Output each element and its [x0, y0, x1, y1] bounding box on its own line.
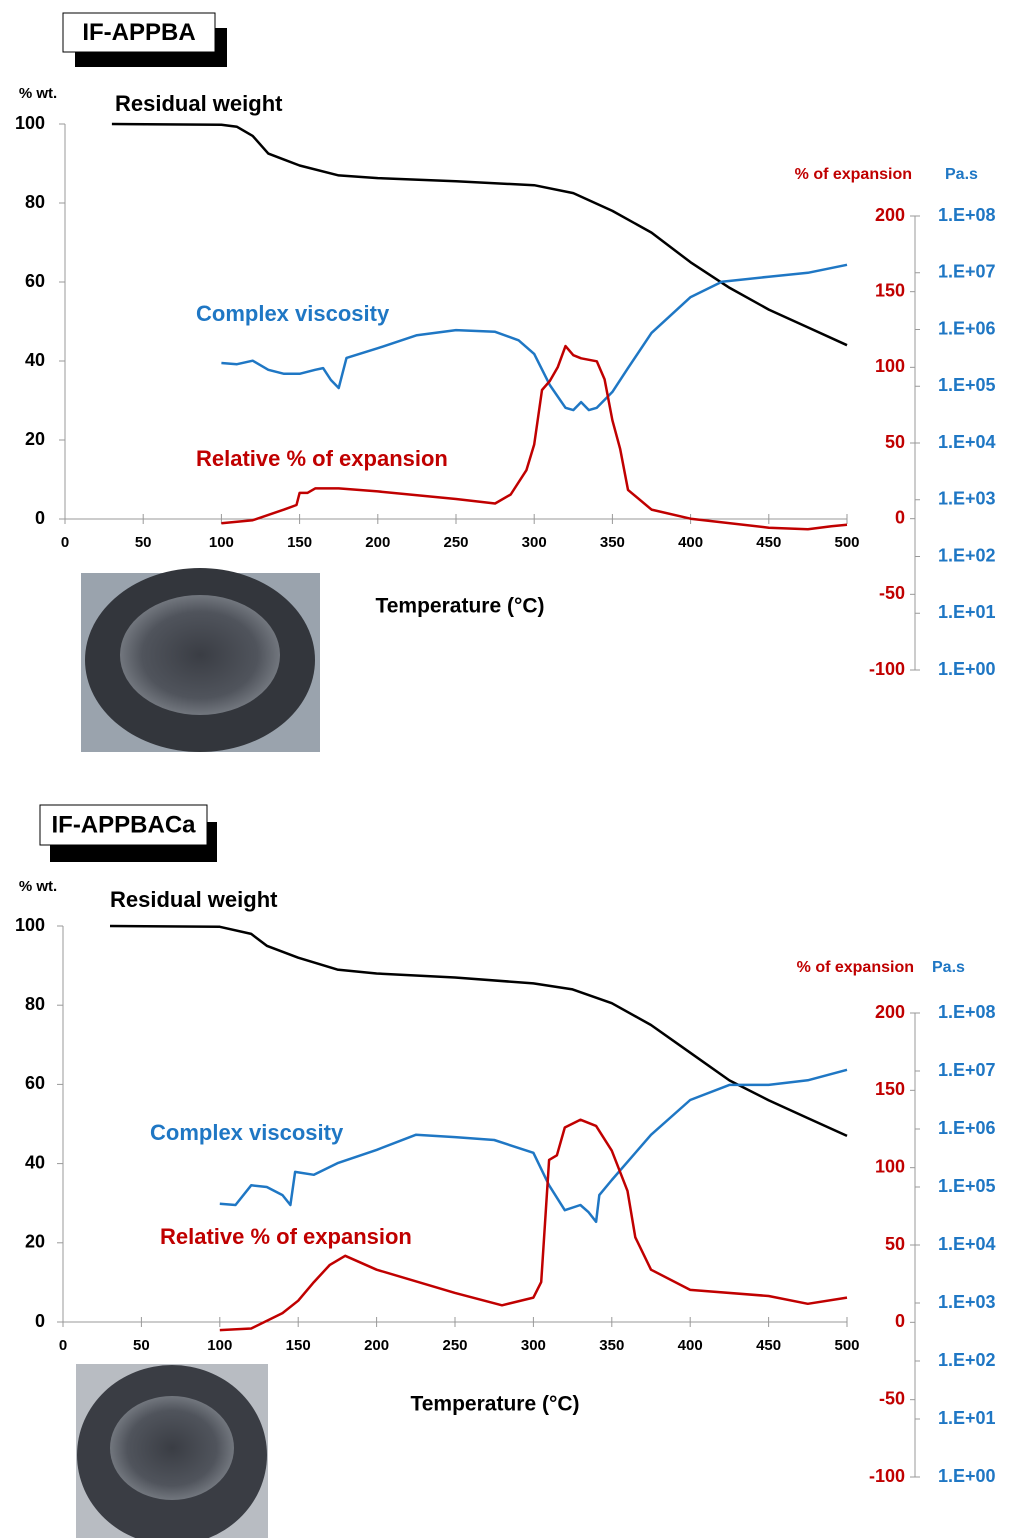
y3-tick-label: 1.E+00: [938, 1466, 996, 1486]
y2-tick-label: -100: [869, 659, 905, 679]
y2-tick-label: 150: [875, 1079, 905, 1099]
y2-tick-label: 150: [875, 280, 905, 300]
y2-tick-label: -50: [879, 583, 905, 603]
y3-tick-label: 1.E+01: [938, 602, 996, 622]
x-axis-label: Temperature (°C): [375, 595, 544, 618]
x-tick-label: 350: [600, 534, 625, 551]
x-tick-label: 150: [286, 1337, 311, 1354]
y2-axis-label: % of expansion: [795, 166, 912, 183]
series-label: Complex viscosity: [150, 1120, 344, 1145]
x-tick-label: 200: [364, 1337, 389, 1354]
y-axis-label: % wt.: [19, 878, 57, 895]
x-tick-label: 300: [521, 1337, 546, 1354]
y3-tick-label: 1.E+03: [938, 489, 996, 509]
x-tick-label: 450: [756, 534, 781, 551]
y-tick-label: 40: [25, 1152, 45, 1172]
y2-tick-label: 200: [875, 1002, 905, 1022]
y3-tick-label: 1.E+06: [938, 318, 996, 338]
x-tick-label: 500: [834, 1337, 859, 1354]
x-tick-label: 400: [678, 534, 703, 551]
x-tick-label: 500: [834, 534, 859, 551]
y2-tick-label: 200: [875, 205, 905, 225]
y3-tick-label: 1.E+01: [938, 1408, 996, 1428]
x-tick-label: 50: [135, 534, 152, 551]
y2-tick-label: -50: [879, 1388, 905, 1408]
series-line: [221, 263, 848, 412]
photo: [81, 568, 320, 752]
y3-tick-label: 1.E+03: [938, 1292, 996, 1312]
series-line: [109, 924, 848, 1138]
y2-tick-label: 0: [895, 1311, 905, 1331]
x-tick-label: 400: [678, 1337, 703, 1354]
y3-tick-label: 1.E+04: [938, 432, 996, 452]
x-tick-label: 50: [133, 1337, 150, 1354]
y2-tick-label: 50: [885, 1234, 905, 1254]
y-tick-label: 60: [25, 1073, 45, 1093]
y-tick-label: 20: [25, 1232, 45, 1252]
x-tick-label: 100: [209, 534, 234, 551]
y3-tick-label: 1.E+07: [938, 262, 996, 282]
y-tick-label: 40: [25, 350, 45, 370]
y3-tick-label: 1.E+05: [938, 1176, 996, 1196]
y-tick-label: 80: [25, 994, 45, 1014]
x-tick-label: 100: [207, 1337, 232, 1354]
title-box: [39, 804, 208, 846]
x-tick-label: 0: [61, 534, 69, 551]
x-tick-label: 250: [442, 1337, 467, 1354]
series-label: Relative % of expansion: [160, 1224, 412, 1249]
series-line: [219, 1068, 848, 1224]
series-line: [111, 122, 848, 347]
x-tick-label: 200: [365, 534, 390, 551]
y3-tick-label: 1.E+02: [938, 545, 996, 565]
x-tick-label: 300: [522, 534, 547, 551]
y3-tick-label: 1.E+04: [938, 1234, 996, 1254]
chart-title: IF-APPBACa: [51, 811, 196, 838]
series-label: Residual weight: [110, 887, 278, 912]
series-label: Residual weight: [115, 91, 283, 116]
x-tick-label: 250: [443, 534, 468, 551]
y2-tick-label: 0: [895, 507, 905, 527]
y2-axis-label: % of expansion: [797, 959, 914, 976]
title-box: [62, 12, 216, 53]
x-tick-label: 150: [287, 534, 312, 551]
y-tick-label: 0: [35, 1311, 45, 1331]
y-tick-label: 100: [15, 915, 45, 935]
y-tick-label: 60: [25, 271, 45, 291]
x-tick-label: 450: [756, 1337, 781, 1354]
y3-tick-label: 1.E+02: [938, 1350, 996, 1370]
series-line: [219, 1118, 848, 1332]
y-tick-label: 0: [35, 508, 45, 528]
y-tick-label: 20: [25, 429, 45, 449]
y3-tick-label: 1.E+08: [938, 205, 996, 225]
y3-axis-label: Pa.s: [932, 959, 965, 976]
y2-tick-label: 50: [885, 432, 905, 452]
y3-tick-label: 1.E+06: [938, 1118, 996, 1138]
y2-tick-label: 100: [875, 1156, 905, 1176]
photo: [76, 1364, 268, 1538]
y-tick-label: 80: [25, 192, 45, 212]
x-tick-label: 0: [59, 1337, 67, 1354]
series-label: Relative % of expansion: [196, 446, 448, 471]
y3-tick-label: 1.E+05: [938, 375, 996, 395]
y3-tick-label: 1.E+08: [938, 1002, 996, 1022]
series-line: [221, 344, 848, 531]
y3-tick-label: 1.E+00: [938, 659, 996, 679]
y3-tick-label: 1.E+07: [938, 1060, 996, 1080]
y2-tick-label: 100: [875, 356, 905, 376]
y-tick-label: 100: [15, 113, 45, 133]
x-axis-label: Temperature (°C): [410, 1393, 579, 1416]
y3-axis-label: Pa.s: [945, 166, 978, 183]
chart-title: IF-APPBA: [82, 19, 195, 46]
series-label: Complex viscosity: [196, 301, 390, 326]
y2-tick-label: -100: [869, 1466, 905, 1486]
x-tick-label: 350: [599, 1337, 624, 1354]
y-axis-label: % wt.: [19, 85, 57, 102]
